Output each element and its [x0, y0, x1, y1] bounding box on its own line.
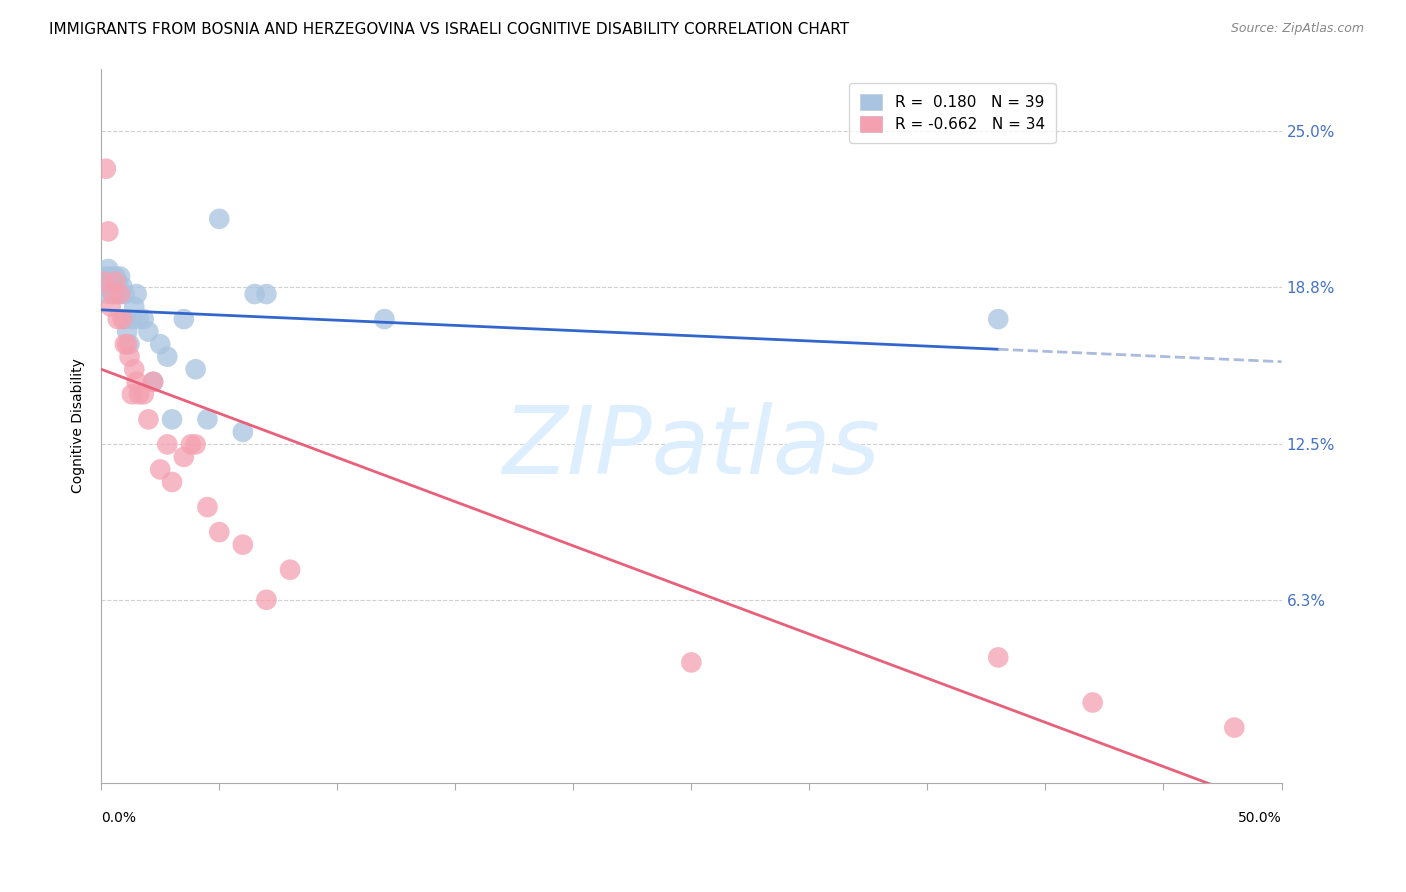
- Point: [100, 269, 122, 284]
- Point: [118, 350, 141, 364]
- Point: [122, 300, 145, 314]
- Point: [256, 592, 278, 607]
- Point: [180, 437, 202, 451]
- Point: [94, 161, 117, 176]
- Point: [93, 275, 115, 289]
- Point: [173, 312, 195, 326]
- Point: [149, 462, 172, 476]
- Point: [114, 287, 136, 301]
- Point: [107, 275, 129, 289]
- Point: [1081, 696, 1104, 710]
- Point: [97, 262, 120, 277]
- Point: [138, 325, 160, 339]
- Point: [125, 375, 148, 389]
- Point: [232, 538, 254, 552]
- Point: [108, 269, 131, 284]
- Point: [125, 287, 148, 301]
- Point: [132, 312, 155, 326]
- Text: 50.0%: 50.0%: [1237, 811, 1281, 825]
- Point: [94, 269, 117, 284]
- Point: [115, 337, 138, 351]
- Point: [197, 500, 219, 514]
- Point: [208, 211, 231, 226]
- Point: [243, 287, 266, 301]
- Point: [149, 337, 172, 351]
- Legend: R =  0.180   N = 39, R = -0.662   N = 34: R = 0.180 N = 39, R = -0.662 N = 34: [849, 83, 1056, 143]
- Point: [142, 375, 165, 389]
- Point: [114, 312, 136, 326]
- Point: [101, 287, 124, 301]
- Text: 0.0%: 0.0%: [101, 811, 136, 825]
- Point: [278, 563, 301, 577]
- Point: [115, 325, 138, 339]
- Point: [128, 387, 150, 401]
- Point: [156, 437, 179, 451]
- Y-axis label: Cognitive Disability: Cognitive Disability: [72, 359, 86, 493]
- Point: [100, 300, 122, 314]
- Point: [104, 269, 127, 284]
- Point: [156, 350, 179, 364]
- Point: [101, 275, 124, 289]
- Point: [208, 525, 231, 540]
- Point: [114, 337, 136, 351]
- Point: [104, 279, 127, 293]
- Point: [987, 312, 1010, 326]
- Point: [160, 412, 183, 426]
- Point: [160, 475, 183, 489]
- Point: [111, 312, 134, 326]
- Point: [128, 312, 150, 326]
- Text: Source: ZipAtlas.com: Source: ZipAtlas.com: [1230, 22, 1364, 36]
- Point: [100, 279, 122, 293]
- Point: [681, 656, 703, 670]
- Point: [987, 650, 1010, 665]
- Point: [122, 362, 145, 376]
- Point: [104, 275, 127, 289]
- Point: [97, 224, 120, 238]
- Text: ZIPatlas: ZIPatlas: [502, 401, 880, 492]
- Point: [108, 287, 131, 301]
- Point: [173, 450, 195, 464]
- Point: [121, 387, 143, 401]
- Point: [142, 375, 165, 389]
- Point: [118, 337, 141, 351]
- Point: [107, 287, 129, 301]
- Point: [132, 387, 155, 401]
- Point: [107, 312, 129, 326]
- Point: [94, 279, 117, 293]
- Point: [108, 287, 131, 301]
- Point: [1223, 721, 1246, 735]
- Point: [101, 287, 124, 301]
- Point: [111, 279, 134, 293]
- Point: [232, 425, 254, 439]
- Point: [256, 287, 278, 301]
- Point: [184, 437, 207, 451]
- Point: [97, 287, 120, 301]
- Point: [138, 412, 160, 426]
- Text: IMMIGRANTS FROM BOSNIA AND HERZEGOVINA VS ISRAELI COGNITIVE DISABILITY CORRELATI: IMMIGRANTS FROM BOSNIA AND HERZEGOVINA V…: [49, 22, 849, 37]
- Point: [373, 312, 395, 326]
- Point: [197, 412, 219, 426]
- Point: [121, 312, 143, 326]
- Point: [93, 275, 115, 289]
- Point: [184, 362, 207, 376]
